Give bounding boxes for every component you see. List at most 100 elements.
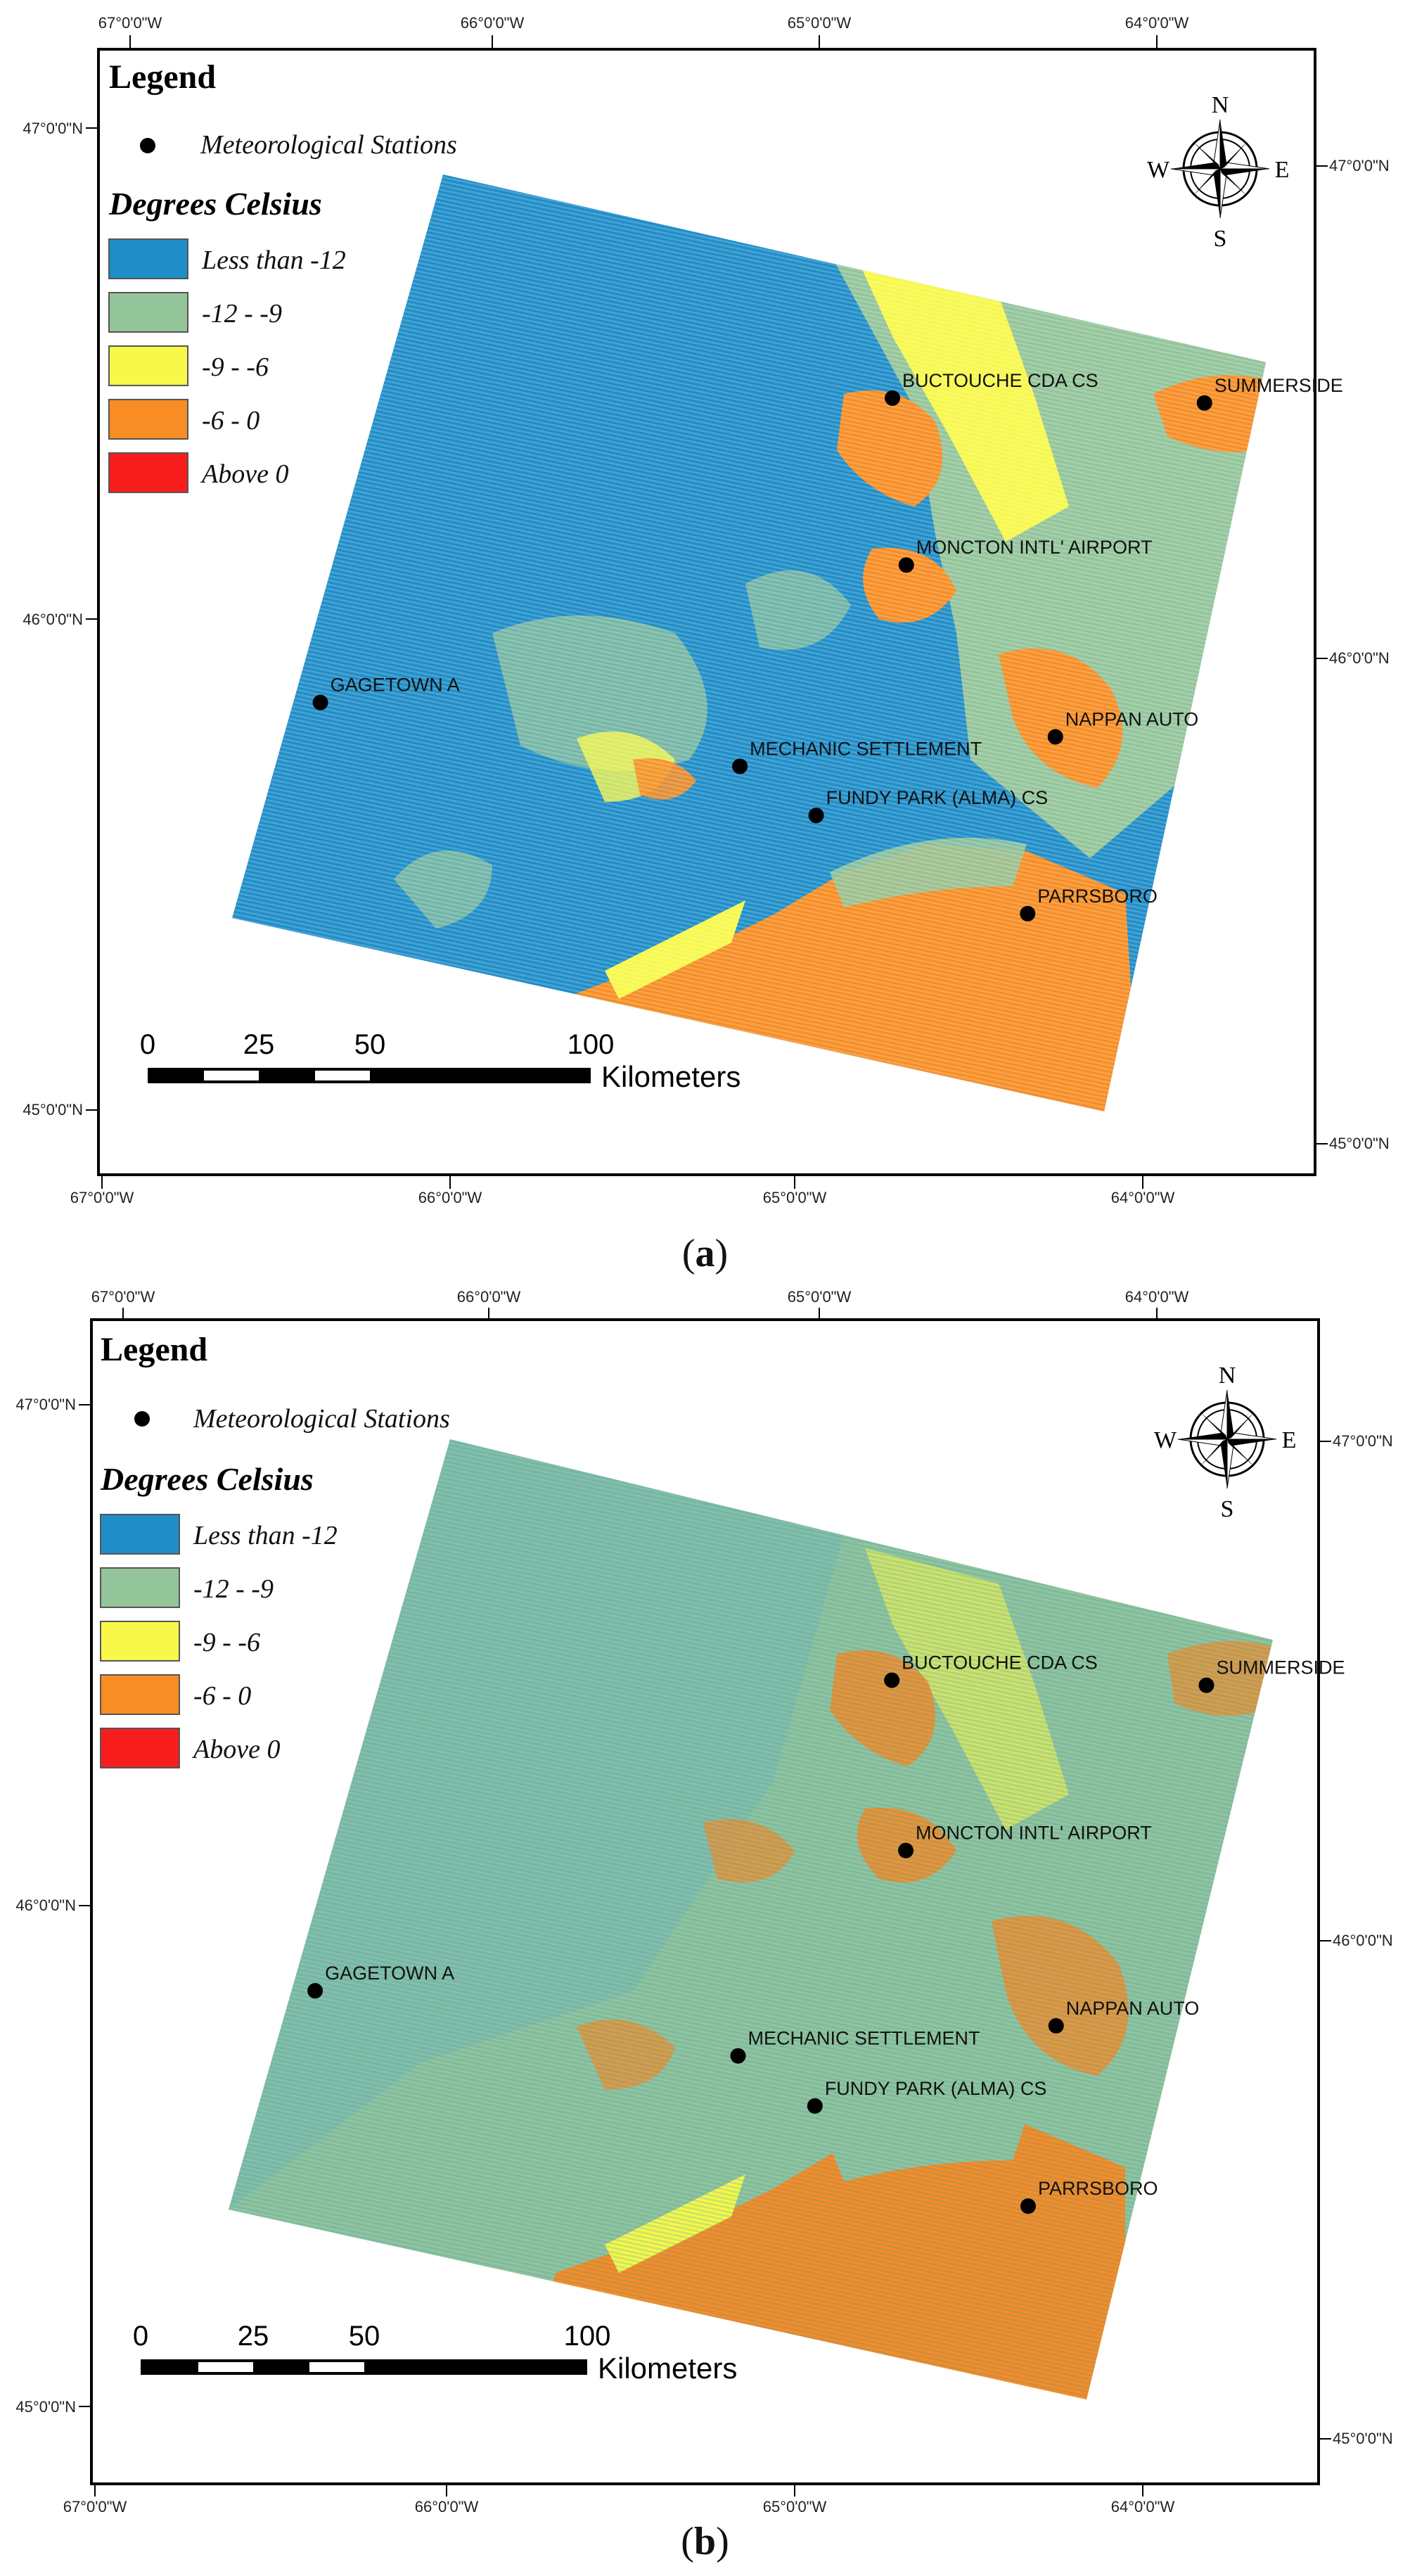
latitude-label: 46°0'0"N xyxy=(1329,649,1390,667)
svg-text:S: S xyxy=(1214,226,1227,252)
longitude-label: 67°0'0"W xyxy=(63,2498,127,2516)
station-marker xyxy=(1020,905,1036,922)
station-label: MONCTON INTL' AIRPORT xyxy=(916,537,1153,558)
legend-class-label: -12 - -9 xyxy=(193,1574,274,1604)
longitude-label: 66°0'0"W xyxy=(415,2498,479,2516)
svg-text:Kilometers: Kilometers xyxy=(601,1060,741,1093)
station-marker xyxy=(732,758,748,774)
svg-text:N: N xyxy=(1219,1363,1236,1389)
longitude-label: 64°0'0"W xyxy=(1125,1288,1189,1306)
legend-class-label: -6 - 0 xyxy=(202,406,259,435)
station-marker xyxy=(884,1672,900,1688)
latitude-label: 46°0'0"N xyxy=(1333,1932,1393,1949)
longitude-label: 65°0'0"W xyxy=(763,2498,827,2516)
latitude-label: 45°0'0"N xyxy=(15,2398,76,2416)
station-marker xyxy=(1047,729,1063,745)
legend-swatch xyxy=(108,238,188,279)
legend-class-label: -12 - -9 xyxy=(202,299,282,329)
station-markers: BUCTOUCHE CDA CS SUMMERSIDE MONCTON INTL' … xyxy=(307,1652,1345,2214)
scale-bar: 0 25 50 100 Kilometers xyxy=(140,1029,741,1093)
svg-text:N: N xyxy=(1212,92,1229,118)
map-panel-a: 67°0'0"W 66°0'0"W 65°0'0"W 64°0'0"W 67°0… xyxy=(23,14,1390,1275)
station-label: FUNDY PARK (ALMA) CS xyxy=(825,2078,1047,2099)
units-title: Degrees Celsius xyxy=(108,186,322,222)
scale-tick-label: 25 xyxy=(238,2321,269,2352)
station-label: FUNDY PARK (ALMA) CS xyxy=(826,787,1049,808)
station-marker xyxy=(1048,2017,1064,2034)
longitude-label: 67°0'0"W xyxy=(98,14,162,32)
longitude-label: 65°0'0"W xyxy=(763,1189,827,1206)
svg-text:E: E xyxy=(1275,157,1290,183)
station-marker xyxy=(807,2098,823,2114)
scale-tick-label: 100 xyxy=(564,2321,611,2352)
station-label: GAGETOWN A xyxy=(325,1963,454,1984)
svg-text:Legend: Legend xyxy=(101,1331,207,1368)
legend-class-label: Above 0 xyxy=(200,459,288,489)
longitude-label: 64°0'0"W xyxy=(1111,2498,1175,2516)
latitude-labels-left: 47°0'0"N 46°0'0"N 45°0'0"N xyxy=(23,120,83,1118)
panel-caption-b: (b) xyxy=(681,2520,729,2563)
station-label: MECHANIC SETTLEMENT xyxy=(748,2028,980,2049)
temperature-map-b: 67°0'0"W 66°0'0"W 65°0'0"W 64°0'0"W 67°0… xyxy=(15,1288,1393,2516)
longitude-labels-bottom: 67°0'0"W 66°0'0"W 65°0'0"W 64°0'0"W xyxy=(63,2498,1175,2516)
temperature-raster xyxy=(232,174,1266,1111)
svg-text:W: W xyxy=(1147,157,1170,183)
latitude-label: 47°0'0"N xyxy=(1329,157,1390,174)
station-marker xyxy=(1020,2198,1036,2214)
legend-class-label: Less than -12 xyxy=(193,1521,338,1550)
legend-swatch xyxy=(100,1621,180,1662)
station-label: MECHANIC SETTLEMENT xyxy=(750,738,982,759)
scale-tick-label: 100 xyxy=(568,1029,615,1060)
legend-swatch xyxy=(108,399,188,440)
longitude-label: 67°0'0"W xyxy=(91,1288,155,1306)
longitude-label: 66°0'0"W xyxy=(461,14,525,32)
longitude-label: 67°0'0"W xyxy=(70,1189,134,1206)
legend-swatch xyxy=(100,1674,180,1715)
legend-class-label: -9 - -6 xyxy=(202,352,269,382)
station-marker xyxy=(898,1842,914,1858)
station-label: NAPPAN AUTO xyxy=(1065,709,1199,730)
legend: Legend Meteorological Stations Degrees C… xyxy=(108,58,457,493)
longitude-label: 66°0'0"W xyxy=(457,1288,521,1306)
legend-class-label: Less than -12 xyxy=(201,246,346,275)
station-label: PARRSBORO xyxy=(1038,2178,1158,2199)
scale-tick-label: 50 xyxy=(349,2321,380,2352)
legend-swatch xyxy=(108,292,188,333)
scale-bar: 0 25 50 100 Kilometers xyxy=(133,2321,738,2385)
legend-class-label: -9 - -6 xyxy=(193,1628,260,1657)
station-label: MONCTON INTL' AIRPORT xyxy=(916,1823,1152,1844)
station-markers: BUCTOUCHE CDA CS SUMMERSIDE MONCTON INTL' … xyxy=(312,370,1343,922)
station-marker xyxy=(885,390,901,406)
legend-swatch xyxy=(108,345,188,386)
legend-class-label: Above 0 xyxy=(191,1735,280,1764)
legend-swatch xyxy=(100,1728,180,1768)
latitude-label: 47°0'0"N xyxy=(15,1396,76,1413)
station-marker xyxy=(307,1983,323,1999)
legend-swatch xyxy=(100,1514,180,1555)
legend: Legend Meteorological Stations Degrees C… xyxy=(100,1331,450,1768)
station-label: BUCTOUCHE CDA CS xyxy=(902,1652,1098,1673)
svg-text:Kilometers: Kilometers xyxy=(598,2352,737,2385)
station-label: SUMMERSIDE xyxy=(1216,1657,1345,1678)
longitude-label: 64°0'0"W xyxy=(1111,1189,1175,1206)
latitude-label: 47°0'0"N xyxy=(23,120,83,137)
scale-tick-label: 50 xyxy=(354,1029,386,1060)
station-marker xyxy=(312,694,328,710)
longitude-labels-top: 67°0'0"W 66°0'0"W 65°0'0"W 64°0'0"W xyxy=(91,1288,1189,1306)
longitude-labels-bottom: 67°0'0"W 66°0'0"W 65°0'0"W 64°0'0"W xyxy=(70,1189,1175,1206)
latitude-label: 46°0'0"N xyxy=(23,611,83,628)
station-label: GAGETOWN A xyxy=(331,675,460,696)
station-label: PARRSBORO xyxy=(1037,886,1158,907)
station-legend-dot xyxy=(140,138,155,153)
latitude-labels-right: 47°0'0"N 46°0'0"N 45°0'0"N xyxy=(1329,157,1390,1152)
latitude-label: 45°0'0"N xyxy=(1333,2430,1393,2447)
svg-text:Meteorological Stations: Meteorological Stations xyxy=(193,1404,450,1434)
svg-text:E: E xyxy=(1282,1427,1297,1453)
latitude-labels-left: 47°0'0"N 46°0'0"N 45°0'0"N xyxy=(15,1396,76,2416)
panel-caption-a: (a) xyxy=(681,1232,729,1275)
station-label: BUCTOUCHE CDA CS xyxy=(902,370,1098,391)
station-marker xyxy=(808,808,824,824)
scale-tick-label: 0 xyxy=(140,1029,155,1060)
temperature-map-a: 67°0'0"W 66°0'0"W 65°0'0"W 64°0'0"W 67°0… xyxy=(23,14,1390,1206)
station-marker xyxy=(1196,395,1212,411)
